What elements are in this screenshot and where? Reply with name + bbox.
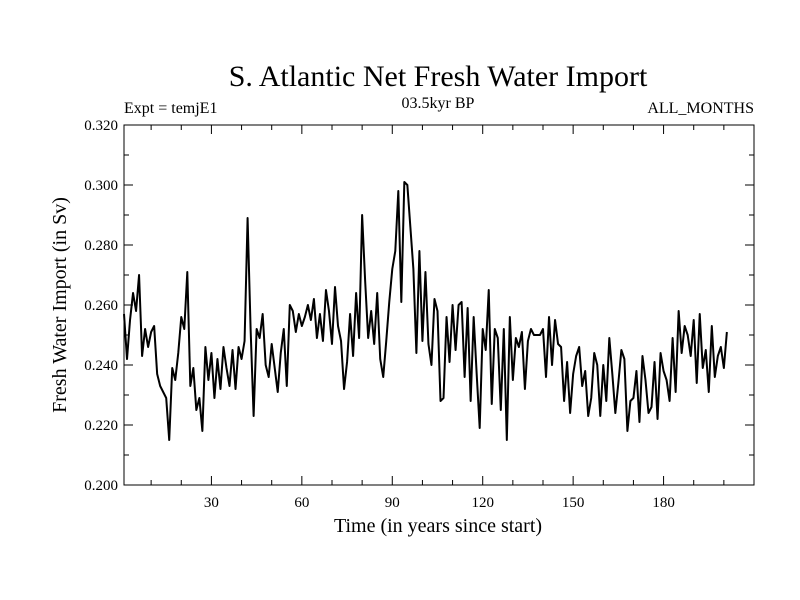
x-tick-label: 90 (385, 495, 400, 511)
plot-frame (123, 124, 755, 486)
period-label: 03.5kyr BP (402, 95, 475, 112)
months-label: ALL_MONTHS (647, 100, 754, 117)
x-tick-label: 60 (294, 495, 309, 511)
experiment-label: Expt = temjE1 (124, 100, 217, 117)
y-tick-label: 0.260 (84, 298, 118, 314)
y-tick-label: 0.320 (84, 118, 118, 134)
x-axis-label: Time (in years since start) (334, 515, 542, 537)
y-tick-label: 0.240 (84, 358, 118, 374)
y-tick-label: 0.220 (84, 418, 118, 434)
x-tick-label: 180 (652, 495, 675, 511)
series-line (123, 181, 728, 441)
y-tick-label: 0.280 (84, 238, 118, 254)
y-tick-label: 0.300 (84, 178, 118, 194)
y-axis-label: Fresh Water Import (in Sv) (49, 197, 71, 413)
x-tick-label: 150 (562, 495, 585, 511)
chart-title: S. Atlantic Net Fresh Water Import (229, 60, 648, 93)
x-tick-label: 120 (471, 495, 494, 511)
x-tick-label: 30 (204, 495, 219, 511)
y-tick-label: 0.200 (84, 478, 118, 494)
plot-area: 0.200 0.220 0.240 0.260 0.280 0.300 0.320 30 60 9… (84, 118, 755, 511)
